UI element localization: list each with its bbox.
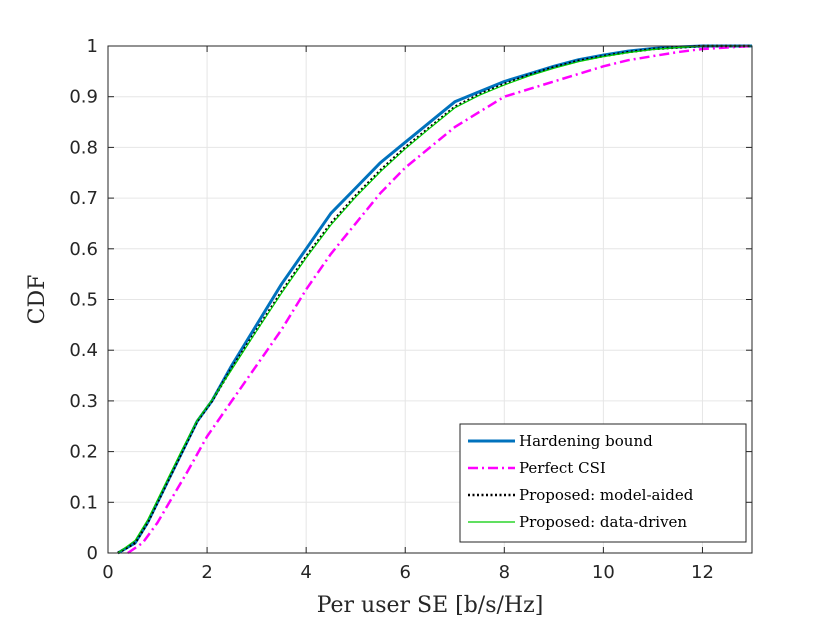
series-line-4 bbox=[117, 45, 752, 554]
y-tick-label: 0 bbox=[87, 543, 98, 564]
y-tick-label: 0.2 bbox=[69, 442, 98, 463]
series-line-2 bbox=[127, 44, 753, 555]
legend: Hardening bound Perfect CSI Proposed: mode… bbox=[459, 423, 747, 543]
x-tick-label: 0 bbox=[102, 562, 113, 583]
x-tick-label: 6 bbox=[400, 562, 411, 583]
y-tick-label: 0.1 bbox=[69, 492, 98, 513]
x-axis-label: Per user SE [b/s/Hz] bbox=[317, 593, 544, 618]
legend-label-1: Hardening bound bbox=[519, 432, 653, 450]
y-tick-label: 0.4 bbox=[69, 340, 98, 361]
legend-label-2: Perfect CSI bbox=[519, 459, 606, 477]
y-tick-label: 0.5 bbox=[69, 290, 98, 311]
x-tick-label: 12 bbox=[691, 562, 714, 583]
y-tick-label: 0.8 bbox=[69, 137, 98, 158]
y-tick-label: 0.7 bbox=[69, 188, 98, 209]
y-tick-label: 0.6 bbox=[69, 239, 98, 260]
x-tick-label: 8 bbox=[499, 562, 510, 583]
x-tick-label: 10 bbox=[592, 562, 615, 583]
tick-labels: 0 2 4 6 8 10 12 0 0.1 0.2 0.3 0.4 0.5 0.6 0.7 0.8 0.9 1 bbox=[69, 36, 714, 583]
legend-label-3: Proposed: model-aided bbox=[519, 486, 694, 504]
axes bbox=[107, 45, 753, 554]
series-layer bbox=[117, 44, 753, 555]
y-tick-label: 0.3 bbox=[69, 391, 98, 412]
legend-label-4: Proposed: data-driven bbox=[519, 513, 687, 531]
y-axis-label: CDF bbox=[25, 275, 50, 325]
x-tick-label: 4 bbox=[300, 562, 311, 583]
x-tick-label: 2 bbox=[201, 562, 212, 583]
y-tick-label: 0.9 bbox=[69, 87, 98, 108]
y-tick-label: 1 bbox=[87, 36, 98, 57]
